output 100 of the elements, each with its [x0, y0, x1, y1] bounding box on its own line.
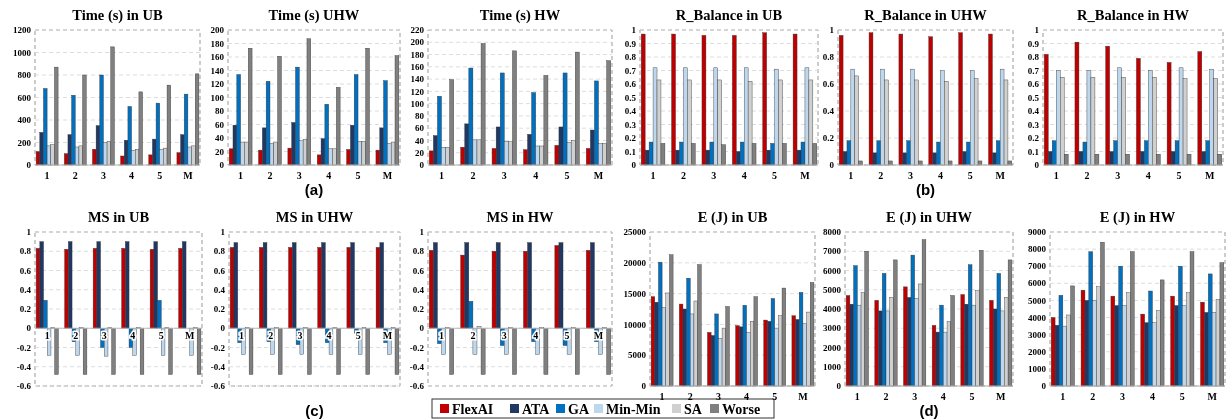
y-tick-label: 0.4	[213, 284, 226, 295]
text: (a)	[304, 181, 324, 198]
x-tick-label: 4	[129, 170, 135, 181]
x-tick-label: 1	[238, 170, 244, 181]
bar	[278, 328, 283, 375]
bar	[641, 33, 646, 166]
bar	[939, 304, 944, 387]
y-tick-label: 5000	[1028, 295, 1047, 306]
legend-label: FlexAI	[452, 401, 494, 417]
bar	[449, 79, 454, 166]
chart-title: R_Balance in HW	[1077, 7, 1190, 23]
x-tick-label: 4	[533, 330, 539, 342]
bar	[714, 313, 719, 387]
bar	[652, 67, 658, 166]
bar	[1178, 266, 1183, 387]
y-tick-label: 0	[26, 323, 32, 334]
y-tick-label: -0.4	[16, 361, 32, 372]
y-tick-label: 0.2	[19, 304, 32, 315]
bar	[606, 328, 611, 375]
bar	[99, 74, 104, 166]
x-tick-label: 4	[937, 170, 943, 181]
bar	[531, 92, 536, 166]
y-tick-label: 0.4	[412, 284, 425, 295]
x-tick-label: 1	[44, 330, 50, 342]
y-tick-label: 4000	[1028, 312, 1047, 323]
x-tick-label: 5	[157, 170, 163, 181]
bar	[958, 32, 963, 166]
x-tick-label: 5	[355, 330, 361, 342]
bar	[464, 242, 470, 329]
x-tick-label: 1	[854, 391, 860, 402]
y-tick-label: 1000	[13, 47, 32, 58]
text: (c)	[305, 402, 324, 419]
x-tick-label: M	[1205, 170, 1216, 181]
y-tick-label: 180	[210, 38, 225, 49]
y-tick-label: 120	[410, 86, 425, 97]
y-tick-label: 60	[415, 123, 425, 134]
x-tick-label: 4	[1149, 391, 1155, 402]
y-tick-label: 0.8	[412, 246, 425, 257]
y-tick-label: 0.4	[1027, 106, 1040, 117]
x-tick-label: M	[995, 391, 1006, 402]
bar	[307, 328, 312, 375]
bar	[1007, 259, 1013, 387]
y-tick-label: 0.7	[1027, 65, 1040, 76]
y-tick-label: 1	[220, 227, 226, 238]
bar	[248, 328, 254, 375]
x-tick-label: M	[1207, 391, 1218, 402]
x-tick-label: 2	[470, 170, 476, 181]
x-tick-label: 1	[439, 330, 444, 342]
x-tick-label: 3	[100, 170, 106, 181]
bar	[543, 328, 549, 375]
bar	[336, 328, 341, 375]
y-tick-label: 0.8	[213, 246, 226, 257]
x-tick-label: 5	[564, 170, 570, 181]
y-tick-label: 0.8	[822, 52, 835, 63]
x-tick-label: M	[185, 330, 196, 342]
bar	[324, 104, 329, 166]
bar	[184, 93, 189, 166]
x-tick-label: 4	[1145, 170, 1151, 181]
bar	[575, 328, 580, 375]
bar	[394, 328, 400, 375]
bar	[903, 286, 908, 387]
y-tick-label: -0.4	[409, 361, 425, 372]
y-tick-label: 0.7	[624, 65, 637, 76]
x-tick-label: 1	[848, 170, 854, 181]
y-tick-label: 6000	[823, 265, 842, 276]
y-tick-label: -0.6	[409, 381, 425, 392]
bar	[1130, 251, 1135, 387]
bar	[265, 81, 271, 166]
y-tick-label: 0.6	[624, 79, 637, 90]
bar	[1074, 41, 1080, 166]
x-tick-label: 3	[101, 330, 107, 342]
bar	[383, 80, 388, 166]
text: (d)	[919, 402, 939, 419]
x-tick-label: 3	[715, 391, 721, 402]
y-tick-label: 6000	[1028, 278, 1047, 289]
chart-title: E (J) in UHW	[886, 209, 973, 226]
bar	[111, 328, 116, 375]
bar	[792, 33, 798, 166]
x-tick-label: 2	[1090, 391, 1096, 402]
bar	[594, 80, 599, 166]
y-tick-label: 0.4	[19, 284, 32, 295]
bar	[1100, 242, 1105, 387]
y-tick-label: 160	[210, 52, 225, 63]
chart-title: Time (s) in UB	[72, 7, 163, 24]
bar	[893, 259, 898, 387]
bar	[686, 278, 691, 387]
y-tick-label: 0.4	[822, 106, 835, 117]
bar	[683, 67, 688, 166]
y-tick-label: 20000	[623, 257, 647, 268]
y-tick-label: -0.2	[210, 342, 226, 353]
x-tick-label: 3	[297, 330, 303, 342]
y-tick-label: 8000	[1028, 244, 1047, 255]
x-tick-label: 5	[564, 330, 570, 342]
x-tick-label: 1	[239, 330, 245, 342]
bar	[1044, 54, 1049, 166]
bar	[735, 325, 740, 387]
chart-title: MS in UHW	[275, 209, 354, 225]
y-tick-label: 180	[410, 49, 425, 60]
bar	[839, 35, 844, 166]
bar	[512, 328, 517, 375]
